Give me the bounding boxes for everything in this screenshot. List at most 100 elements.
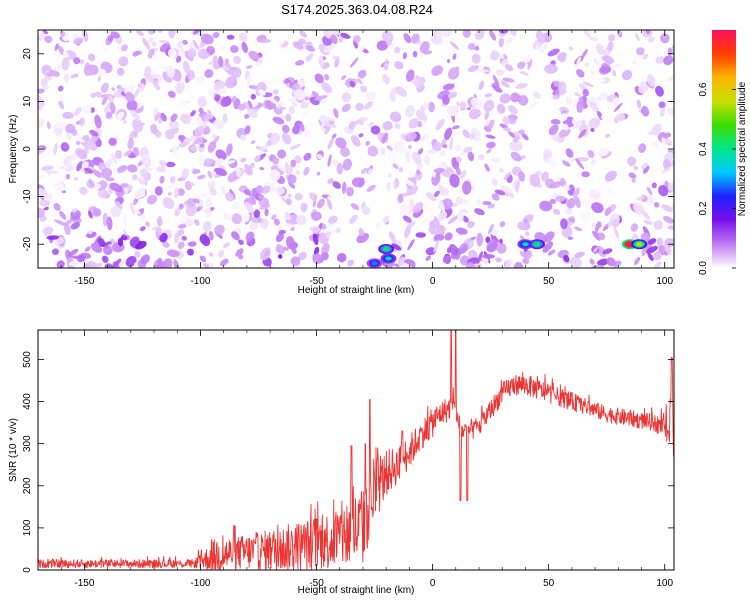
spectrogram-cell bbox=[118, 56, 129, 67]
spectrogram-cell bbox=[405, 179, 415, 187]
spectrogram-cell bbox=[223, 213, 232, 221]
spectrogram-cell bbox=[65, 173, 71, 180]
spectrogram-cell bbox=[349, 214, 358, 224]
spectrogram-cell bbox=[313, 246, 320, 256]
spectrogram-cell bbox=[114, 200, 123, 210]
spectrogram-cell bbox=[101, 46, 111, 53]
spectrogram-cell bbox=[566, 96, 573, 106]
spectrogram-cell bbox=[288, 204, 299, 213]
snr-x-axis-label: Height of straight line (km) bbox=[298, 585, 415, 596]
spectrogram-cell bbox=[153, 80, 160, 91]
spectrogram-cell bbox=[581, 198, 594, 210]
spectrogram-cell bbox=[494, 189, 506, 196]
spectrogram-cell bbox=[518, 129, 525, 135]
spectrogram-cell bbox=[499, 221, 506, 228]
spectrogram-cell bbox=[125, 255, 137, 268]
colorbar-tick-label: 0.6 bbox=[698, 82, 709, 96]
spectrogram-cell bbox=[467, 220, 475, 229]
spectrogram-cell bbox=[57, 236, 65, 245]
spectrogram-cell bbox=[312, 253, 323, 265]
spectrogram-cell bbox=[282, 124, 290, 134]
spectrogram-cell bbox=[62, 111, 74, 120]
spectrogram-cell bbox=[499, 93, 511, 104]
spectrogram-cell bbox=[142, 37, 150, 50]
spectrogram-cell bbox=[159, 160, 167, 167]
spectrogram-hot-spot bbox=[533, 242, 541, 247]
spectrogram-cell bbox=[475, 30, 485, 40]
spectrogram-cell bbox=[485, 186, 493, 193]
spectrogram-cell bbox=[510, 92, 520, 103]
spectrogram-cell bbox=[576, 100, 584, 113]
spectrogram-cell bbox=[621, 70, 633, 81]
spectrogram-cell bbox=[607, 34, 616, 42]
spectrogram-cell bbox=[253, 209, 261, 219]
spectrogram-hot-spot bbox=[382, 246, 390, 251]
spectrogram-cell bbox=[386, 182, 391, 192]
spectrogram-cell bbox=[68, 260, 80, 267]
spectrogram-cell bbox=[631, 178, 636, 183]
spectrogram-cell bbox=[474, 261, 482, 268]
spectrogram-cell bbox=[592, 230, 601, 241]
spectrogram-cell bbox=[468, 108, 481, 120]
spectrogram-cell bbox=[456, 211, 464, 223]
spectrogram-cell bbox=[83, 69, 93, 76]
spectrogram-cell bbox=[193, 30, 202, 35]
spectrogram-cell bbox=[422, 217, 431, 225]
spectrogram-cell bbox=[628, 172, 637, 179]
spectrogram-cell bbox=[300, 101, 309, 109]
spectrogram-cell bbox=[204, 69, 214, 78]
spectrogram-cell bbox=[157, 59, 162, 64]
spectrogram-cell bbox=[183, 137, 190, 143]
spectrogram-cell bbox=[63, 73, 70, 83]
spectrogram-cell bbox=[591, 264, 605, 268]
spectrogram-cell bbox=[661, 137, 666, 145]
spectrogram-cell bbox=[642, 53, 649, 60]
spectrogram-cell bbox=[646, 245, 658, 254]
spectrogram-cell bbox=[278, 229, 287, 235]
spectrogram-cell bbox=[492, 74, 500, 88]
spectrogram-cell bbox=[349, 80, 356, 88]
spectrogram-cell bbox=[220, 96, 232, 107]
spectrogram-cell bbox=[646, 186, 653, 196]
spectrogram-cell bbox=[249, 222, 259, 231]
spectrogram-cell bbox=[636, 99, 642, 109]
spectrogram-cell bbox=[578, 129, 587, 139]
spectrogram-cell bbox=[595, 43, 605, 55]
spectrogram-cell bbox=[177, 188, 185, 196]
spectrogram-cell bbox=[316, 171, 321, 176]
spectrogram-cell bbox=[205, 197, 213, 210]
spectrogram-cell bbox=[38, 207, 45, 218]
spectrogram-cell bbox=[535, 45, 545, 54]
spectrogram-cell bbox=[382, 121, 393, 131]
spectrogram-cell bbox=[272, 157, 280, 165]
spectrogram-cell bbox=[134, 250, 141, 258]
spectrogram-cell bbox=[166, 64, 175, 79]
spectrogram-cell bbox=[327, 195, 332, 200]
spectrogram-cell bbox=[591, 222, 597, 228]
spectrogram-cell bbox=[522, 54, 531, 63]
spectrogram-cell bbox=[294, 155, 302, 164]
spectrogram-cell bbox=[327, 178, 334, 184]
spectrogram-cell bbox=[412, 202, 424, 214]
spectrogram-cell bbox=[61, 57, 70, 71]
spectrogram-cell bbox=[365, 140, 370, 146]
spectrogram-cell bbox=[225, 75, 238, 89]
spectrogram-cell bbox=[71, 207, 78, 213]
spectrogram-cell bbox=[509, 140, 524, 152]
spectrogram-cell bbox=[333, 108, 339, 119]
spectrogram-cell bbox=[275, 232, 284, 243]
spectrogram-cell bbox=[132, 118, 144, 133]
figure-title: S174.2025.363.04.08.R24 bbox=[281, 2, 433, 17]
spectrogram-cell bbox=[306, 45, 316, 52]
spectrogram-cell bbox=[500, 80, 510, 88]
spectrogram-cell bbox=[548, 157, 557, 168]
spectrogram-cell bbox=[131, 174, 138, 181]
spectrogram-cell bbox=[44, 35, 53, 43]
spectrogram-cell bbox=[87, 53, 96, 62]
spectrogram-cell bbox=[462, 30, 471, 38]
spectrogram-cell bbox=[576, 69, 585, 78]
spectrogram-cell bbox=[589, 258, 595, 265]
spectrogram-cell bbox=[132, 208, 142, 215]
spectrogram-cell bbox=[127, 138, 134, 150]
spectrogram-cell bbox=[459, 170, 467, 180]
